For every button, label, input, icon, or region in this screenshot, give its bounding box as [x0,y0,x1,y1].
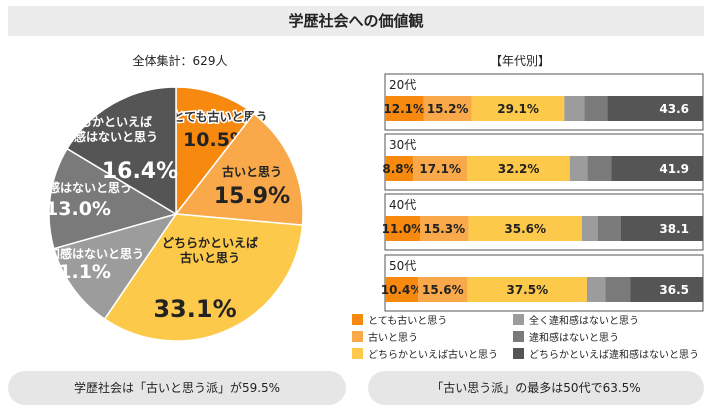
bar-value-label: 37.5% [506,283,548,297]
bar-segment-somewhat_no_discomfort [630,277,703,302]
pie-value-no_discomfort_at_all: 11.1% [45,261,111,283]
bar-total-label: 38.1 [659,222,689,236]
chart-title: 学歴社会への価値観 [288,12,424,30]
legend-swatch-very_outdated [352,314,363,325]
legend-label-no_discomfort_at_all: 全く違和感はないと思う [529,314,639,327]
bar-segment-somewhat_outdated [468,216,582,241]
bar-value-label: 15.2% [427,102,469,116]
bar-category-label: 50代 [389,259,416,273]
pie-value-outdated: 15.9% [214,184,290,209]
bar-segment-outdated [423,96,472,121]
bar-segment-very_outdated [385,277,419,302]
bar-segment-somewhat_no_discomfort [611,156,703,181]
bar-value-label: 32.2% [498,162,540,176]
pie-chart: とても古いと思う10.5%古いと思う15.9%どちらかといえば古いと思う33.1… [11,86,304,342]
bar-segment-outdated [418,277,468,302]
bar-category-label: 20代 [389,78,416,92]
bar-segment-outdated [412,156,468,181]
legend-label-no_discomfort: 違和感はないと思う [529,331,619,344]
title-bar: 学歴社会への価値観 [8,6,704,36]
legend-swatch-outdated [352,331,363,342]
pie-slice-no_discomfort [48,147,178,250]
bar-total-label: 43.6 [659,102,689,116]
bar-segment-no_discomfort [587,156,612,181]
bar-segment-no_discomfort_at_all [569,156,588,181]
pie-value-somewhat_no_discomfort: 16.4% [102,159,178,184]
pie-slice-somewhat_no_discomfort [66,86,177,216]
bar-total-label: 36.5 [659,283,689,297]
bar-segment-somewhat_outdated [471,96,565,121]
bar-value-label: 17.1% [419,162,461,176]
pie-value-no_discomfort: 13.0% [45,198,111,220]
bar-value-label: 10.4% [381,283,423,297]
summary-right: 「古い思う派」の最多は50代で63.5% [368,371,704,405]
bar-value-label: 11.0% [382,222,424,236]
bar-segment-no_discomfort [605,277,631,302]
legend-label-somewhat_outdated: どちらかといえば古いと思う [368,348,498,361]
pie-label-outdated: 古いと思う [222,164,282,179]
stacked-bar-chart: 20代 12.1% 15.2% 29.1% 43.6 30代 8.8% 17.1% 32.2% 4… [381,73,704,312]
bar-category-label: 40代 [389,198,416,212]
legend-swatch-somewhat_outdated [352,348,363,359]
bar-segment-no_discomfort_at_all [564,96,585,121]
legend-label-very_outdated: とても古いと思う [368,314,447,327]
legend-swatch-no_discomfort [513,331,524,342]
pie-slice-somewhat_outdated [103,213,304,342]
pie-value-somewhat_outdated: 33.1% [153,295,236,323]
bar-total-label: 41.9 [659,162,689,176]
bar-value-label: 15.6% [422,283,464,297]
legend-label-somewhat_no_discomfort: どちらかといえば違和感はないと思う [529,348,699,361]
bar-segment-no_discomfort [584,96,608,121]
summary-left: 学歴社会は「古いと思う派」が59.5% [8,371,346,405]
legend-label-outdated: 古いと思う [368,331,418,344]
bar-segment-very_outdated [385,96,424,121]
bar-value-label: 8.8% [382,162,415,176]
pie-slice-very_outdated [175,86,255,217]
bar-value-label: 35.6% [504,222,546,236]
legend-swatch-no_discomfort_at_all [513,314,524,325]
pie-slice-outdated [174,112,304,226]
pie-label-somewhat_no_discomfort: どちらかといえば違和感はないと思う [50,114,158,144]
bar-segment-very_outdated [385,156,413,181]
bar-segment-no_discomfort_at_all [586,277,606,302]
bar-value-label: 12.1% [383,102,425,116]
bar-segment-very_outdated [385,216,420,241]
bar-segment-outdated [419,216,469,241]
bar-subtitle: 【年代別】 [489,54,550,68]
bar-segment-somewhat_outdated [467,277,587,302]
bar-value-label: 29.1% [497,102,539,116]
bar-segment-no_discomfort [597,216,621,241]
pie-label-very_outdated: とても古いと思う [172,109,267,124]
pie-subtitle: 全体集計：629人 [132,54,228,68]
bar-segment-somewhat_no_discomfort [620,216,703,241]
pie-label-no_discomfort_at_all: 全く違和感はないと思う [11,246,144,261]
pie-label-somewhat_outdated: どちらかといえば古いと思う [162,235,258,265]
bar-segment-somewhat_outdated [467,156,570,181]
bar-category-label: 30代 [389,138,416,152]
bar-segment-no_discomfort_at_all [581,216,598,241]
bar-value-label: 15.3% [423,222,465,236]
bar-segment-somewhat_no_discomfort [607,96,703,121]
legend-swatch-somewhat_no_discomfort [513,348,524,359]
pie-label-no_discomfort: 違和感はないと思う [24,180,132,195]
